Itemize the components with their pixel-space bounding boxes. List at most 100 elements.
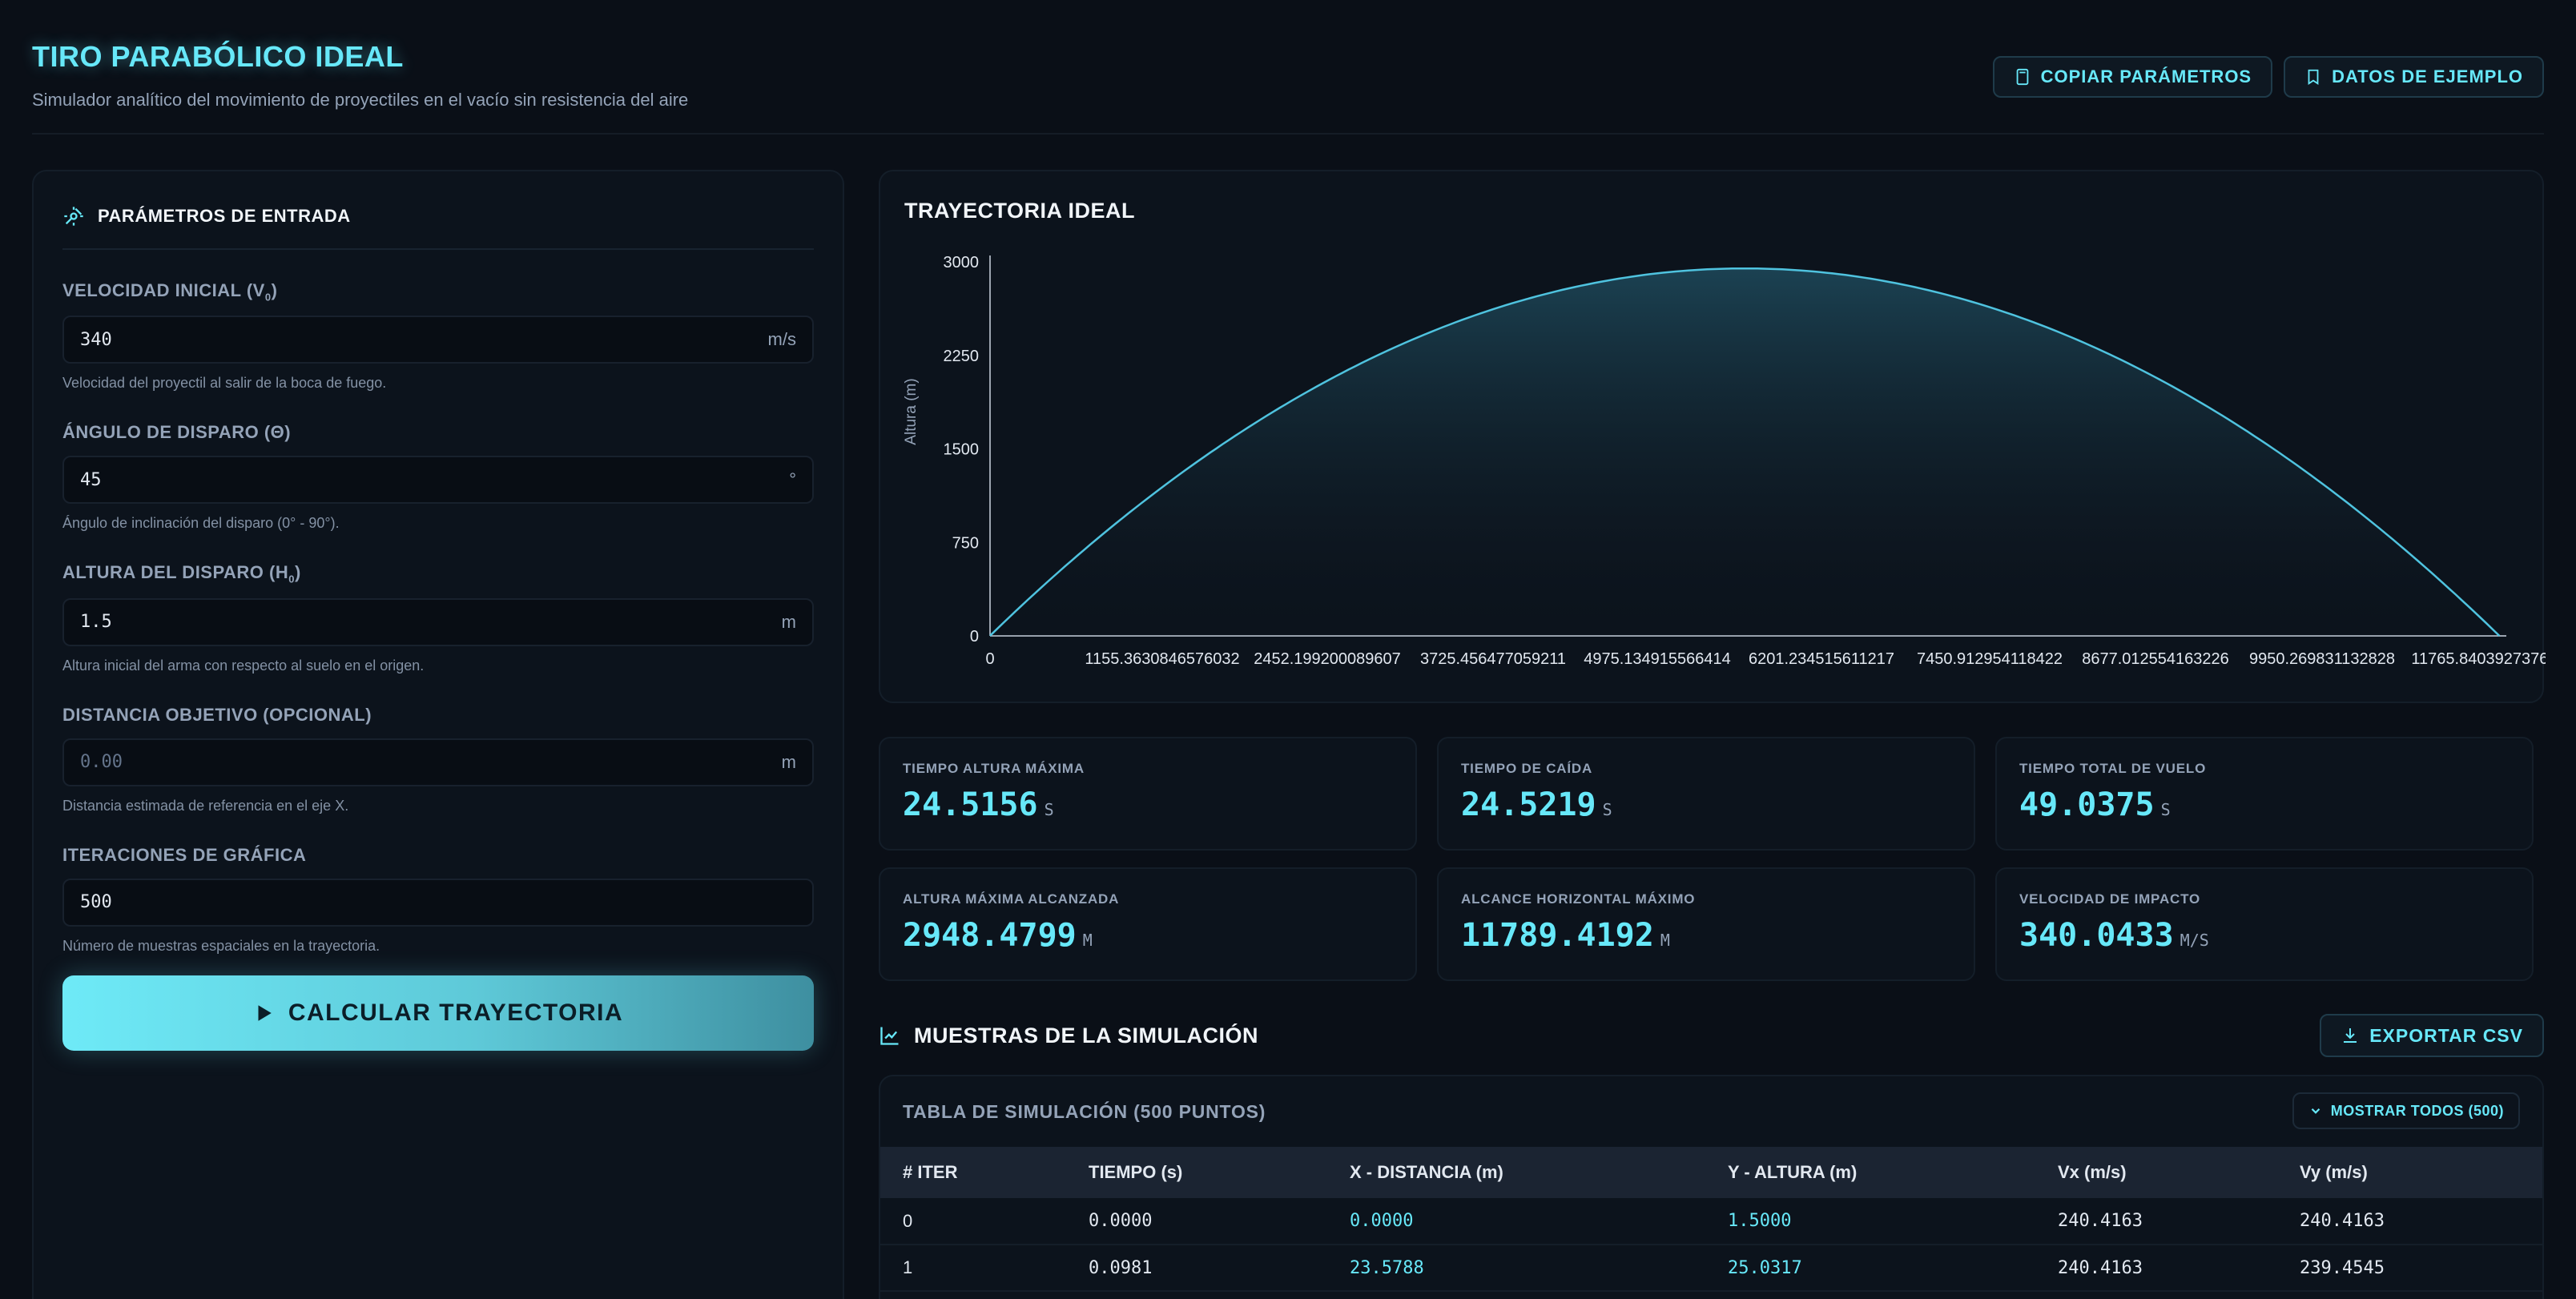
iterations-label: ITERACIONES DE GRÁFICA <box>62 844 307 865</box>
height-input[interactable] <box>80 612 782 633</box>
bookmark-icon <box>2308 69 2319 85</box>
y-axis-title: Altura (m) <box>903 378 920 444</box>
parameters-panel: PARÁMETROS DE ENTRADA VELOCIDAD INICIAL … <box>32 170 844 1299</box>
iterations-field: ITERACIONES DE GRÁFICA Número de muestra… <box>62 845 814 955</box>
calculator-icon <box>2016 68 2028 86</box>
column-header: Vx (m/s) <box>2058 1162 2127 1182</box>
height-unit: m <box>781 611 796 632</box>
x-tick-label: 6201.234515611217 <box>1749 650 1894 668</box>
velocity-hint: Velocidad del proyectil al salir de la b… <box>62 375 387 392</box>
stat-unit: M <box>1660 931 1670 950</box>
angle-input[interactable] <box>80 469 790 490</box>
table-cell: 25.0317 <box>1705 1245 2035 1292</box>
play-icon <box>258 1005 272 1021</box>
show-all-label: MOSTRAR TODOS (500) <box>2330 1102 2504 1119</box>
y-tick-label: 2250 <box>944 348 980 365</box>
column-header: Y - ALTURA (m) <box>1728 1162 1858 1182</box>
trajectory-line <box>989 267 2501 637</box>
table-header-row: # ITER TIEMPO (s) X - DISTANCIA (m) Y - ALT… <box>880 1147 2542 1198</box>
stat-value-row: 24.5156 S <box>903 786 1415 823</box>
stat-value: 2948.4799 <box>903 917 1077 954</box>
x-tick-label: 2452.199200089607 <box>1254 650 1401 668</box>
x-tick-label: 9950.269831132828 <box>2249 650 2395 668</box>
stat-value-row: 24.5219 S <box>1461 786 1974 823</box>
simulation-table-card: TABLA DE SIMULACIÓN (500 PUNTOS) MOSTRAR… <box>879 1075 2544 1299</box>
stat-card: TIEMPO DE CAÍDA 24.5219 S <box>1437 737 1975 851</box>
x-tick-label: 11765.840392737633 <box>2411 650 2546 668</box>
column-header: # ITER <box>903 1162 958 1182</box>
table-row: 1 0.0981 23.5788 25.0317 240.4163 239.4545 <box>880 1245 2542 1292</box>
calculate-trajectory-label: CALCULAR TRAYECTORIA <box>288 999 624 1026</box>
stat-label: ALTURA MÁXIMA ALCANZADA <box>903 891 1120 907</box>
velocity-input[interactable] <box>80 329 768 350</box>
header-divider <box>32 133 2544 135</box>
velocity-field: VELOCIDAD INICIAL (V0) m/s Velocidad del… <box>62 280 814 392</box>
column-header: TIEMPO (s) <box>1089 1162 1183 1182</box>
velocity-input-wrap: m/s <box>62 316 814 364</box>
chart-title: TRAYECTORIA IDEAL <box>904 199 1136 223</box>
x-tick-label: 8677.012554163226 <box>2082 650 2229 668</box>
export-csv-button[interactable]: EXPORTAR CSV <box>2320 1014 2544 1057</box>
iterations-input-wrap <box>62 878 814 927</box>
table-cell: 240.4163 <box>2035 1245 2277 1292</box>
stat-value-row: 11789.4192 M <box>1461 917 1974 954</box>
example-data-button[interactable]: DATOS DE EJEMPLO <box>2284 56 2544 98</box>
copy-parameters-button[interactable]: COPIAR PARÁMETROS <box>1992 56 2273 98</box>
calculate-trajectory-button[interactable]: CALCULAR TRAYECTORIA <box>62 975 814 1051</box>
trajectory-area <box>990 268 2500 636</box>
stat-unit: S <box>1044 800 1054 819</box>
velocity-label: VELOCIDAD INICIAL (V0) <box>62 280 278 304</box>
x-tick-label: 7450.912954118422 <box>1917 650 2063 668</box>
stat-label: TIEMPO DE CAÍDA <box>1461 761 1593 776</box>
header-actions: COPIAR PARÁMETROS DATOS DE EJEMPLO <box>1992 56 2544 98</box>
stat-value-row: 49.0375 S <box>2019 786 2532 823</box>
iterations-input[interactable] <box>80 892 796 913</box>
distance-input[interactable] <box>80 752 782 773</box>
table-cell: 0.0000 <box>1066 1198 1327 1245</box>
height-hint: Altura inicial del arma con respecto al … <box>62 657 425 674</box>
show-all-button[interactable]: MOSTRAR TODOS (500) <box>2292 1092 2520 1129</box>
copy-parameters-label: COPIAR PARÁMETROS <box>2040 66 2252 86</box>
y-tick-label: 3000 <box>944 254 980 271</box>
download-icon <box>2344 1028 2357 1043</box>
stat-unit: M/S <box>2180 931 2209 950</box>
column-header: X - DISTANCIA (m) <box>1350 1162 1503 1182</box>
x-tick-label: 3725.456477059211 <box>1420 650 1566 668</box>
table-cell: 1.5000 <box>1705 1198 2035 1245</box>
table-cell: 0.0000 <box>1327 1198 1705 1245</box>
simulation-table-header: TABLA DE SIMULACIÓN (500 PUNTOS) MOSTRAR… <box>880 1076 2542 1147</box>
parameters-title: PARÁMETROS DE ENTRADA <box>98 206 351 226</box>
stat-unit: S <box>1602 800 1612 819</box>
line-chart-icon <box>880 1027 899 1045</box>
page-title: TIRO PARABÓLICO IDEAL <box>32 40 404 73</box>
stat-label: VELOCIDAD DE IMPACTO <box>2019 891 2200 907</box>
simulation-table-title: TABLA DE SIMULACIÓN (500 PUNTOS) <box>903 1100 1266 1122</box>
iterations-hint: Número de muestras espaciales en la tray… <box>62 937 380 954</box>
stat-value: 24.5219 <box>1461 786 1596 823</box>
stat-label: TIEMPO TOTAL DE VUELO <box>2019 761 2207 776</box>
distance-input-wrap: m <box>62 738 814 786</box>
y-tick-label: 0 <box>970 628 979 645</box>
x-tick-label: 4975.134915566414 <box>1584 650 1731 668</box>
stat-unit: M <box>1082 931 1093 950</box>
page-subtitle: Simulador analítico del movimiento de pr… <box>32 90 689 110</box>
stat-label: TIEMPO ALTURA MÁXIMA <box>903 761 1085 776</box>
example-data-label: DATOS DE EJEMPLO <box>2332 66 2523 86</box>
x-tick-label: 0 <box>985 650 994 668</box>
velocity-unit: m/s <box>767 329 796 350</box>
stat-label: ALCANCE HORIZONTAL MÁXIMO <box>1461 891 1696 907</box>
distance-unit: m <box>781 751 796 772</box>
stat-value: 11789.4192 <box>1461 917 1654 954</box>
export-csv-label: EXPORTAR CSV <box>2369 1024 2523 1046</box>
angle-hint: Ángulo de inclinación del disparo (0° - … <box>62 515 340 532</box>
table-cell: 1 <box>880 1245 1066 1292</box>
y-tick-label: 1500 <box>944 441 980 459</box>
angle-unit: ° <box>789 469 796 490</box>
height-label: ALTURA DEL DISPARO (H0) <box>62 562 301 585</box>
chevron-down-icon <box>2311 1108 2320 1114</box>
stat-unit: S <box>2160 800 2171 819</box>
distance-field: DISTANCIA OBJETIVO (OPCIONAL) m Distanci… <box>62 705 814 814</box>
stat-value: 49.0375 <box>2019 786 2155 823</box>
stat-value-row: 2948.4799 M <box>903 917 1415 954</box>
angle-field: ÁNGULO DE DISPARO (Θ) ° Ángulo de inclin… <box>62 422 814 532</box>
